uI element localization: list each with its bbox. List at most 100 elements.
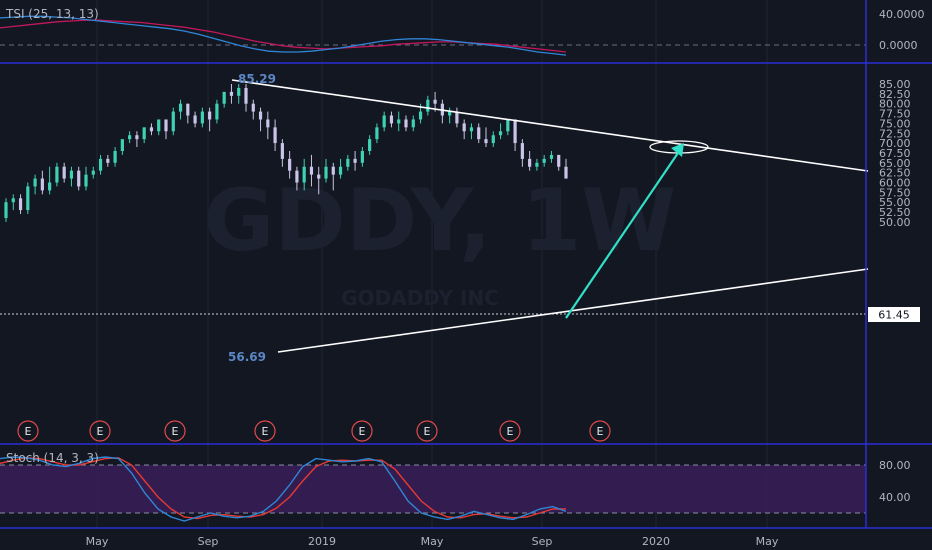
candle-body <box>48 182 52 191</box>
earnings-marker <box>254 420 276 442</box>
candle-body <box>215 103 219 120</box>
high-label: 85.29 <box>238 72 276 86</box>
candle-body <box>62 166 66 179</box>
candle-body <box>288 158 292 171</box>
stoch-d-line <box>0 457 566 520</box>
candle-body <box>273 127 277 144</box>
candle-body <box>98 158 103 171</box>
candle-body <box>222 91 226 104</box>
candle-body <box>258 111 263 120</box>
candle-body <box>338 166 343 175</box>
earnings-marker-label: E <box>172 425 179 438</box>
candle-body <box>149 127 154 132</box>
earnings-marker-label: E <box>262 425 269 438</box>
earnings-marker-label: E <box>424 425 431 438</box>
candle-body <box>462 123 466 132</box>
tsi-title: TSI (25, 13, 13) <box>5 7 99 21</box>
current-price-tag-box <box>868 307 920 322</box>
price-tick-label: 70.00 <box>879 137 911 150</box>
candle-body <box>418 111 423 120</box>
stoch-panel: Stoch (14, 3, 3) 80.00 40.00 <box>0 451 911 522</box>
stoch-tick-label: 40.00 <box>879 491 911 504</box>
candle-body <box>389 115 394 124</box>
candle-body <box>135 135 139 140</box>
price-axis: 85.0082.5080.0077.5075.0072.5070.0067.50… <box>879 78 911 229</box>
stoch-band <box>0 465 866 513</box>
stoch-axis: 80.00 40.00 <box>879 459 911 504</box>
tsi-tick-label: 0.0000 <box>879 39 918 52</box>
candle-body <box>77 170 81 187</box>
price-tick-label: 50.00 <box>879 216 911 229</box>
candle-body <box>84 174 88 187</box>
candle-body <box>142 127 146 140</box>
candle-body <box>498 131 503 136</box>
earnings-marker-label: E <box>507 425 514 438</box>
candle-body <box>33 178 37 187</box>
price-tick-label: 62.50 <box>879 167 911 180</box>
candle-body <box>542 158 546 163</box>
candle-body <box>120 139 124 151</box>
earnings-marker-label: E <box>359 425 366 438</box>
candle-body <box>91 170 95 175</box>
candle-body <box>40 178 44 191</box>
candle-body <box>506 119 510 132</box>
candle-body <box>368 139 372 151</box>
candle-body <box>186 103 190 116</box>
candle-body <box>404 119 408 128</box>
price-tick-label: 82.50 <box>879 88 911 101</box>
candle-body <box>549 154 554 159</box>
candle-body <box>128 135 132 140</box>
time-axis: May Sep 2019 May Sep 2020 May <box>86 535 779 548</box>
price-tick-label: 85.00 <box>879 78 911 91</box>
price-tick-label: 57.50 <box>879 186 911 199</box>
price-tick-label: 80.00 <box>879 98 911 111</box>
candle-body <box>280 143 284 159</box>
candle-body <box>113 150 117 163</box>
candle-body <box>309 166 314 175</box>
candle-body <box>157 119 161 132</box>
candle-body <box>411 119 415 128</box>
watermark-name: GODADDY INC <box>341 286 499 310</box>
candle-body <box>178 103 183 112</box>
stoch-title: Stoch (14, 3, 3) <box>6 451 99 465</box>
watermark-interval: 1W <box>522 171 677 271</box>
candle-body <box>564 166 568 179</box>
candle-body <box>528 158 532 167</box>
time-axis-label: Sep <box>198 535 219 548</box>
earnings-marker <box>89 420 111 442</box>
candle-body <box>55 166 59 183</box>
vertical-gridlines <box>96 0 768 528</box>
candle-body <box>69 170 74 179</box>
candle-body <box>557 154 561 167</box>
candle-body <box>295 170 299 183</box>
candle-body <box>360 150 364 163</box>
candle-body <box>266 119 270 128</box>
price-tick-label: 55.00 <box>879 196 911 209</box>
candle-body <box>302 166 306 183</box>
tsi-panel: TSI (25, 13, 13) 40.0000 0.0000 <box>0 7 925 56</box>
current-price-tag: 61.45 <box>868 307 920 322</box>
earnings-marker <box>416 420 438 442</box>
candle-body <box>535 162 539 167</box>
price-panel: 85.29 56.69 E E E E E E E E 85.0082.5080.0077.5… <box>0 72 920 442</box>
stoch-k-line <box>0 456 567 522</box>
candle-body <box>520 143 524 159</box>
candle-body <box>375 127 379 140</box>
current-price-value: 61.45 <box>878 309 910 322</box>
candle-body <box>331 166 335 175</box>
price-tick-label: 75.00 <box>879 117 911 130</box>
candle-body <box>491 135 495 144</box>
candle-body <box>18 198 23 211</box>
price-tick-label: 67.50 <box>879 147 911 160</box>
candle-body <box>477 127 481 140</box>
watermark-separator: , <box>459 171 522 271</box>
price-tick-label: 52.50 <box>879 206 911 219</box>
candle-body <box>433 99 437 104</box>
watermark-ticker: GDDY <box>204 171 475 271</box>
candle-body <box>346 158 350 167</box>
candle-body <box>26 186 30 211</box>
time-axis-label: May <box>756 535 779 548</box>
candle-body <box>106 158 110 163</box>
candle-body <box>208 111 212 120</box>
price-tick-label: 77.50 <box>879 108 911 121</box>
